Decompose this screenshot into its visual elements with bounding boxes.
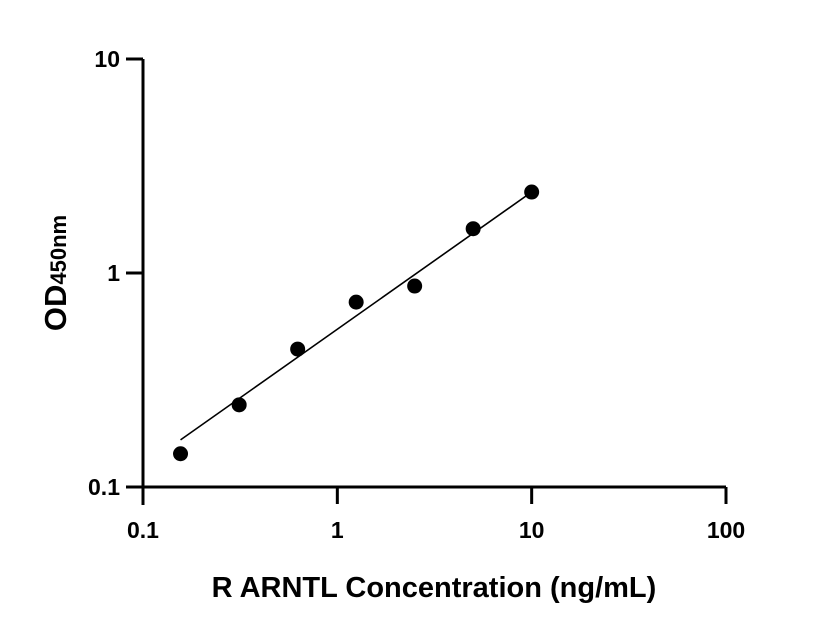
x-tick-label: 100 — [707, 517, 745, 543]
y-tick-label: 10 — [94, 46, 120, 72]
axes — [127, 59, 726, 505]
y-tick-label: 1 — [107, 260, 120, 286]
data-point — [407, 278, 423, 294]
data-point — [173, 446, 189, 462]
x-tick-label: 1 — [331, 517, 344, 543]
data-marks — [173, 184, 540, 462]
x-tick-label: 0.1 — [127, 517, 159, 543]
x-ticks: 0.1 1 10 100 — [127, 487, 745, 543]
y-axis-label: OD450nm — [38, 215, 73, 331]
y-tick-label: 0.1 — [88, 474, 120, 500]
y-ticks: 0.1 1 10 — [88, 46, 143, 500]
y-axis-label-sub: 450nm — [46, 215, 71, 285]
x-tick-label: 10 — [519, 517, 545, 543]
data-point — [465, 221, 481, 237]
data-point — [524, 184, 540, 200]
x-axis-label: R ARNTL Concentration (ng/mL) — [212, 572, 657, 604]
data-point — [231, 397, 247, 413]
data-point — [348, 294, 364, 310]
y-axis-label-main: OD — [38, 285, 73, 332]
data-point — [290, 341, 306, 357]
